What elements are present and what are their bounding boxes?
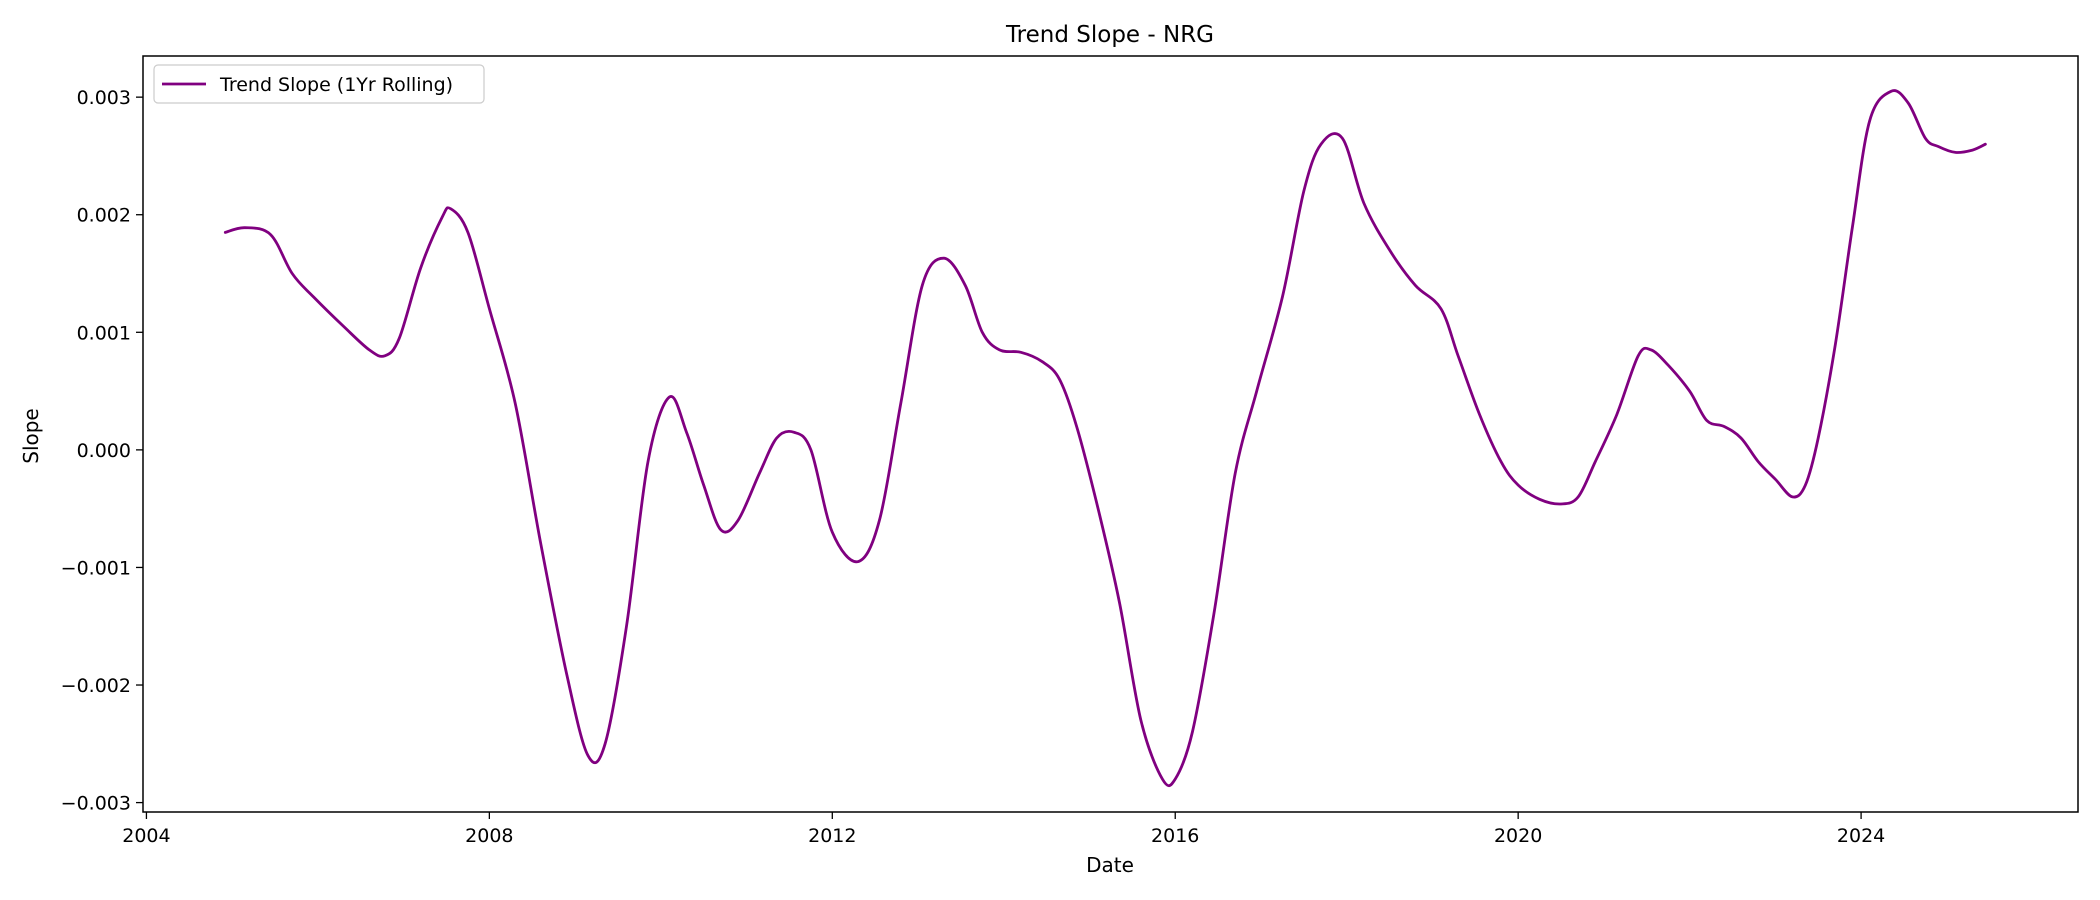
chart-title: Trend Slope - NRG (1005, 22, 1214, 48)
y-tick-label: 0.003 (77, 87, 131, 109)
legend: Trend Slope (1Yr Rolling) (153, 64, 485, 104)
y-tick-label: −0.001 (61, 557, 131, 579)
plot-area (223, 89, 1987, 788)
x-axis-title: Date (1086, 853, 1134, 877)
x-tick-label: 2016 (1151, 825, 1199, 847)
x-tick-label: 2004 (122, 825, 170, 847)
y-axis-title: Slope (19, 408, 43, 464)
legend-box (153, 64, 485, 104)
series-line-trend-slope (223, 89, 1987, 788)
y-tick-label: 0.001 (77, 322, 131, 344)
legend-label-trend-slope: Trend Slope (1Yr Rolling) (219, 74, 453, 96)
x-axis-ticks: 2004 2008 2012 2016 2020 2024 (122, 812, 1885, 847)
y-axis-ticks: −0.003 −0.002 −0.001 0.000 0.001 0.002 0.003 (61, 87, 143, 815)
y-tick-label: −0.002 (61, 675, 131, 697)
x-tick-label: 2008 (465, 825, 513, 847)
y-tick-label: −0.003 (61, 793, 131, 815)
x-tick-label: 2020 (1494, 825, 1542, 847)
x-tick-label: 2024 (1837, 825, 1885, 847)
plot-frame (142, 55, 2079, 813)
y-tick-label: 0.002 (77, 205, 131, 227)
y-tick-label: 0.000 (77, 440, 131, 462)
x-tick-label: 2012 (808, 825, 856, 847)
